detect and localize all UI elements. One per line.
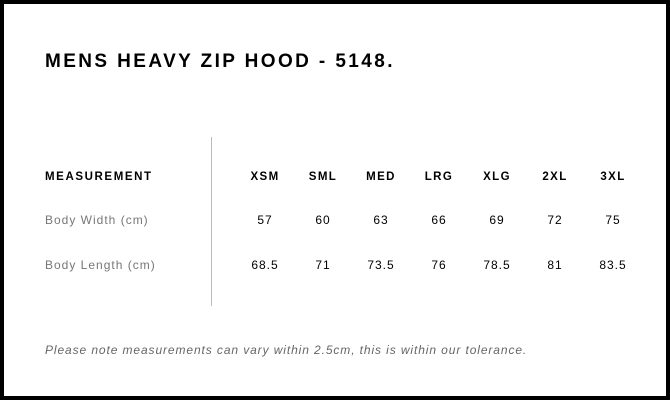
table-cell: 78.5 xyxy=(483,258,511,272)
table-header-row: MEASUREMENT XSM SML MED LRG XLG 2XL 3XL xyxy=(0,169,670,185)
table-row: Body Width (cm) 57 60 63 66 69 72 75 xyxy=(0,212,670,228)
size-header: XLG xyxy=(483,171,511,183)
page-title: MENS HEAVY ZIP HOOD - 5148. xyxy=(45,51,395,72)
size-header: XSM xyxy=(250,171,280,183)
table-cell: 83.5 xyxy=(599,258,627,272)
tolerance-note: Please note measurements can vary within… xyxy=(45,343,528,357)
column-divider xyxy=(211,137,212,306)
table-cell: 76 xyxy=(431,258,447,272)
table-cell: 63 xyxy=(373,213,389,227)
table-cell: 73.5 xyxy=(367,258,395,272)
size-header: SML xyxy=(308,171,338,183)
table-cell: 71 xyxy=(315,258,331,272)
table-cell: 60 xyxy=(315,213,331,227)
table-cell: 81 xyxy=(547,258,563,272)
measurement-header: MEASUREMENT xyxy=(45,171,153,183)
row-label: Body Width (cm) xyxy=(45,213,149,227)
table-cell: 69 xyxy=(489,213,505,227)
size-header: MED xyxy=(366,171,396,183)
size-header: LRG xyxy=(424,171,454,183)
table-cell: 75 xyxy=(605,213,621,227)
table-cell: 57 xyxy=(257,213,273,227)
table-cell: 72 xyxy=(547,213,563,227)
table-cell: 68.5 xyxy=(251,258,279,272)
row-label: Body Length (cm) xyxy=(45,258,156,272)
size-header: 2XL xyxy=(542,171,568,183)
table-row: Body Length (cm) 68.5 71 73.5 76 78.5 81 83.5 xyxy=(0,257,670,273)
size-header: 3XL xyxy=(600,171,626,183)
table-cell: 66 xyxy=(431,213,447,227)
